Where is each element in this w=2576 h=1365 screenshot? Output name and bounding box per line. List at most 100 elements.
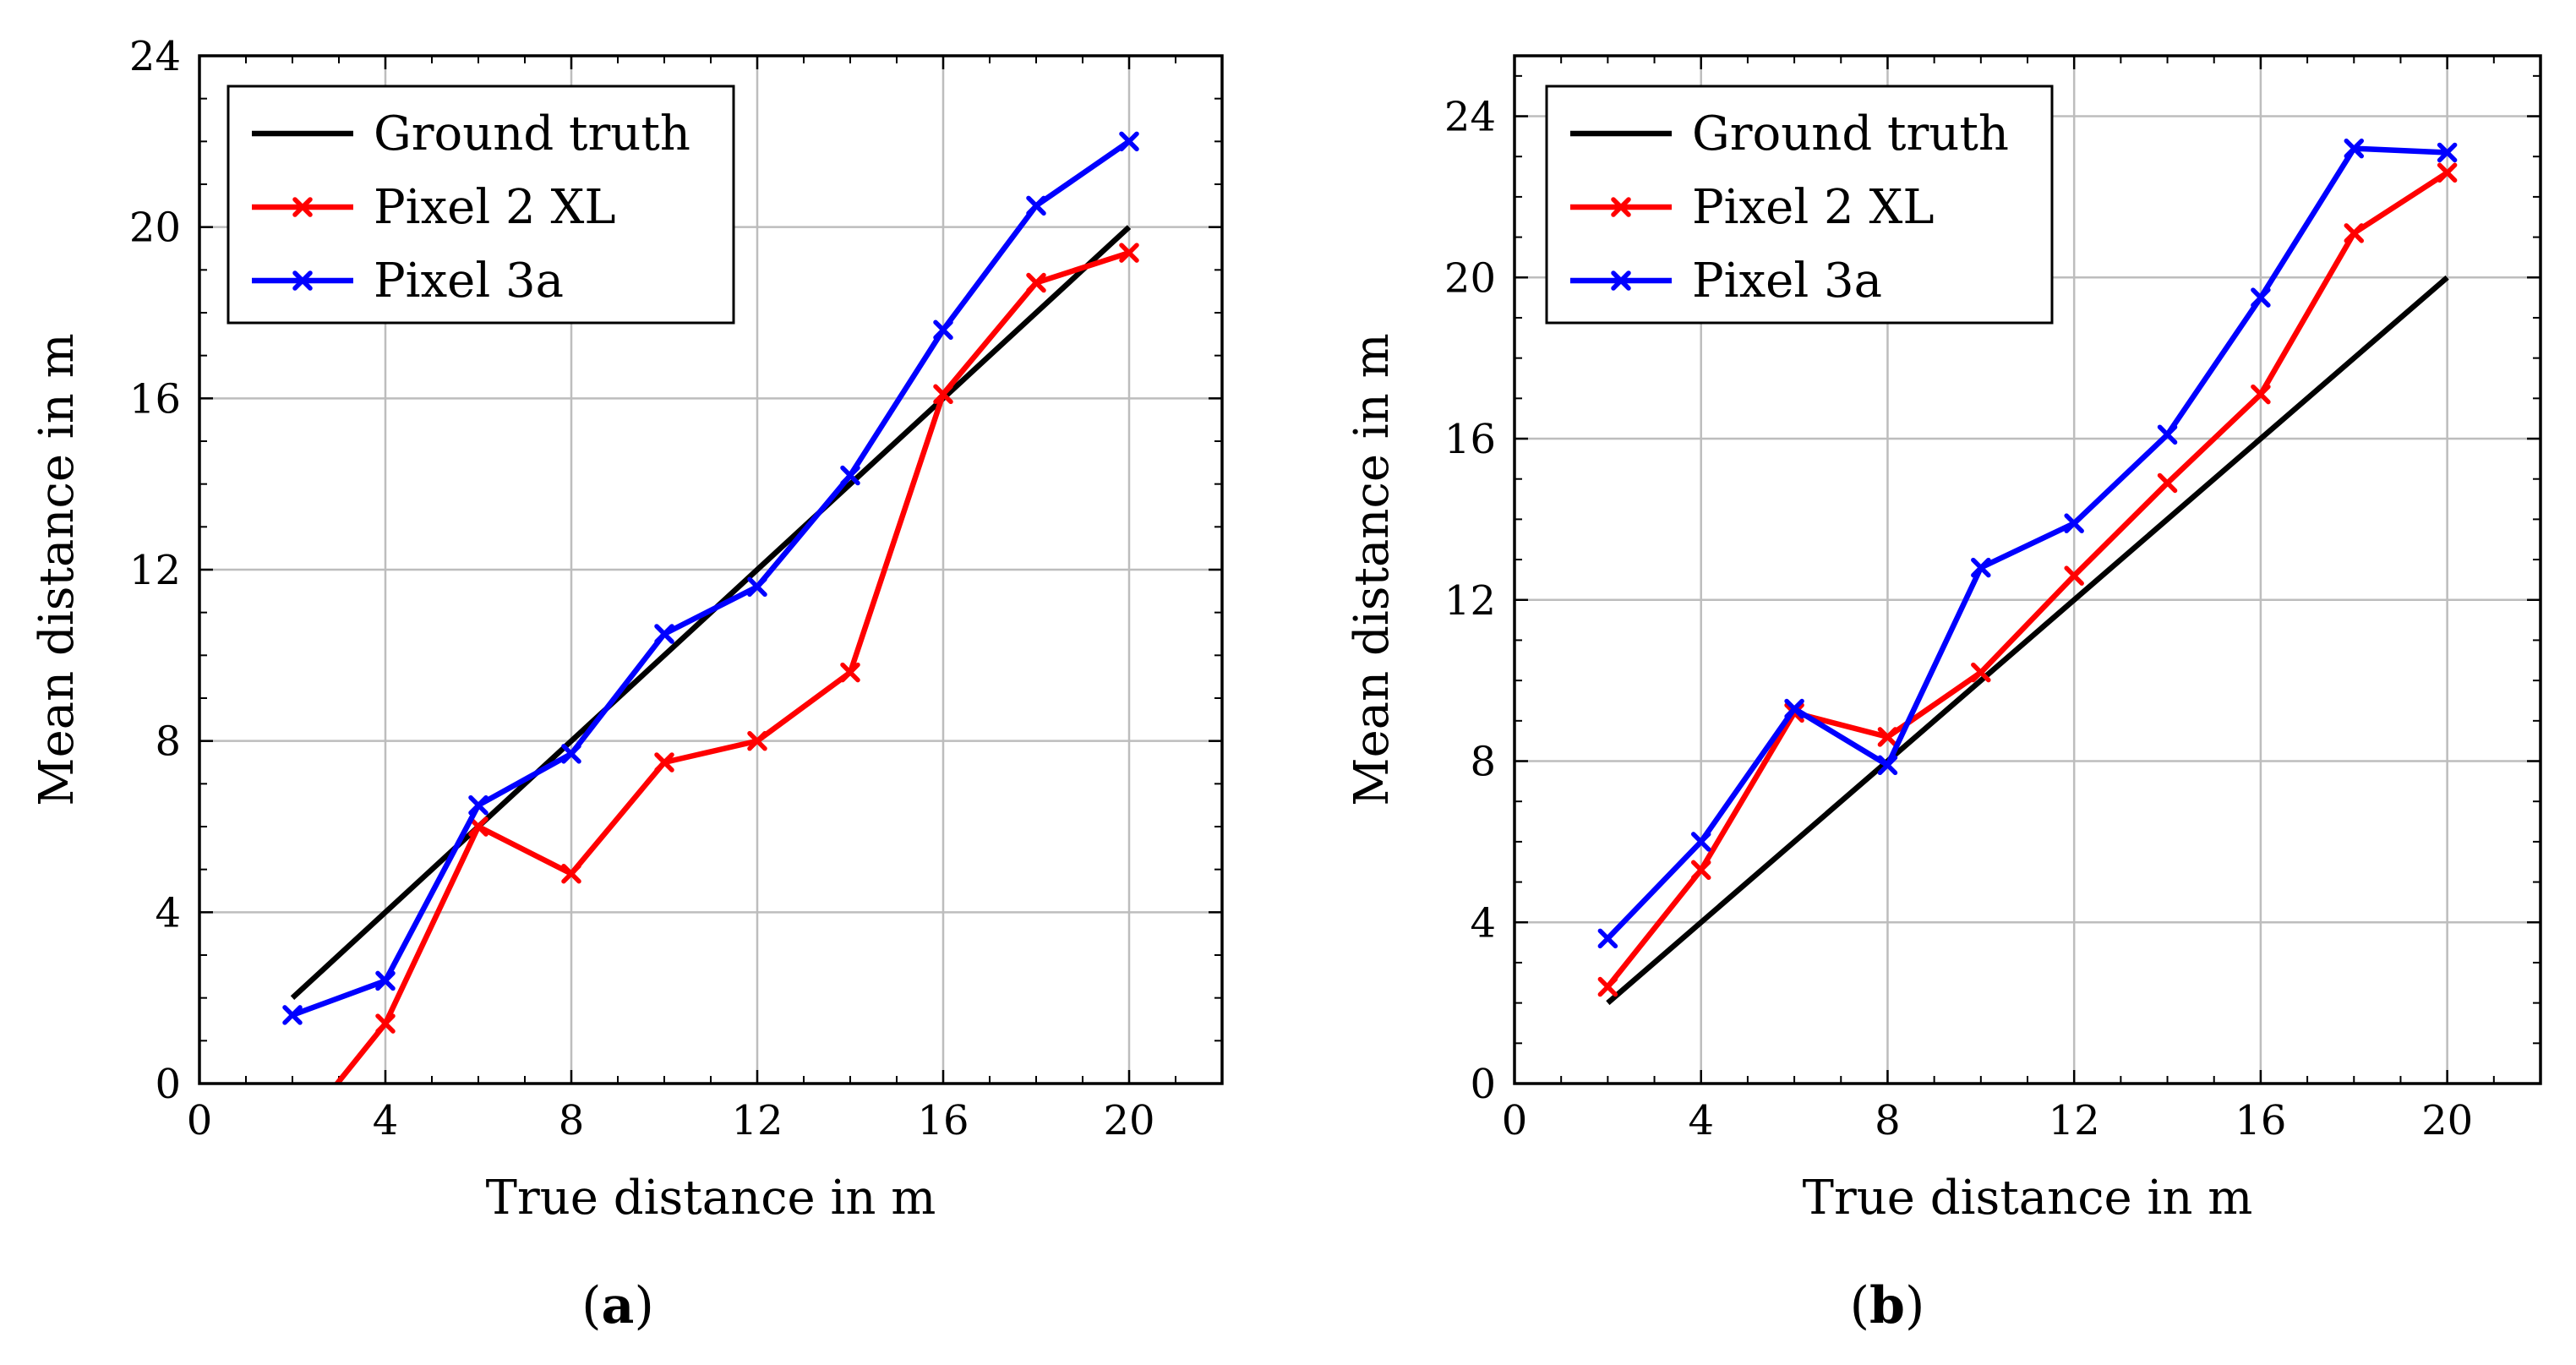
chart-b-y-tick-label: 16 [1444, 416, 1496, 463]
chart-a-legend: Ground truth Pixel 2 XL Pixel 3a [226, 85, 735, 325]
chart-b-series-pixel-3a-point [2157, 424, 2178, 445]
chart-a-legend-marker [292, 270, 313, 291]
chart-b-legend-entry: Pixel 2 XL [1570, 180, 1935, 235]
chart-a-series-pixel-2-xl-point [747, 730, 767, 751]
chart-a-legend-entry: Ground truth [252, 106, 690, 161]
chart-b-legend-marker [1611, 270, 1631, 291]
chart-b-series-pixel-3a [1597, 138, 2458, 949]
chart-a-series-pixel-3a-line [291, 139, 1131, 1018]
chart-b-series-pixel-3a-point [2437, 142, 2458, 163]
chart-b-series-pixel-3a-point [1971, 557, 1991, 578]
chart-a-legend-label: Pixel 3a [374, 254, 564, 308]
chart-b-y-tick-label: 24 [1444, 94, 1496, 141]
chart-a-legend-entry: Pixel 3a [252, 254, 564, 308]
chart-b-caption: (b) [1849, 1276, 1925, 1335]
chart-a-series-pixel-3a-point [654, 624, 674, 644]
chart-a-x-tick-label: 20 [1103, 1097, 1154, 1144]
chart-a-legend-entry: Pixel 2 XL [252, 180, 616, 235]
chart-b-series-pixel-3a-line [1606, 145, 2448, 941]
chart-b-axes-frame [1513, 54, 2542, 1085]
chart-a-series-pixel-3a-point [282, 1005, 303, 1025]
chart-a-legend-label: Pixel 2 XL [374, 180, 616, 235]
chart-b-plot: 0 4 8 12 16 20 0 4 8 12 16 20 24 True distance in m Me… [1345, 54, 2542, 1226]
chart-b-series-pixel-2-xl-point [2344, 223, 2365, 243]
chart-b-legend-label: Pixel 2 XL [1692, 180, 1935, 235]
chart-a-series-pixel-3a-point [1026, 195, 1046, 216]
chart-a-series-pixel-2-xl [285, 243, 1139, 1147]
chart-a-caption-label: a [601, 1276, 635, 1335]
chart-b-series-pixel-2-xl-line [1605, 170, 2449, 989]
chart-b-series-pixel-3a-point [1597, 928, 1618, 949]
chart-a-x-tick-label: 12 [731, 1097, 783, 1144]
chart-b-x-tick-label: 4 [1688, 1097, 1714, 1144]
chart-b-series-pixel-3a-point [1784, 698, 1804, 719]
chart-a-series-pixel-3a-point [933, 319, 953, 341]
chart-b-x-axis-label: True distance in m [1803, 1171, 2253, 1226]
chart-b-x-tick-label: 12 [2049, 1097, 2100, 1144]
chart-a-legend-label: Ground truth [374, 106, 690, 161]
chart-b: 0 4 8 12 16 20 0 4 8 12 16 20 24 True distance in m Me… [1288, 0, 2576, 1365]
chart-a-series-pixel-2-xl-point [933, 384, 953, 405]
chart-b-y-tick-label: 12 [1444, 577, 1496, 625]
chart-a-caption: (a) [581, 1276, 654, 1335]
chart-a-x-tick-label: 4 [373, 1097, 399, 1144]
chart-a-series-pixel-2-xl-point [285, 1132, 300, 1147]
chart-a-y-tick-label: 16 [129, 375, 181, 423]
chart-b-series-pixel-2-xl-point [1690, 860, 1711, 881]
chart-b-series-ground-truth-line [1606, 275, 2449, 1006]
chart-a-y-tick-label: 0 [155, 1061, 181, 1108]
chart-b-y-tick-label: 8 [1470, 739, 1496, 786]
chart-b-y-tick-label: 0 [1470, 1061, 1496, 1108]
chart-a-x-axis-label: True distance in m [486, 1171, 936, 1226]
chart-b-legend-label: Pixel 3a [1692, 254, 1882, 308]
chart-b-series-pixel-3a-point [1877, 755, 1898, 776]
chart-a-series-pixel-3a-point [747, 576, 767, 598]
chart-b-series-pixel-2-xl-point [1597, 976, 1618, 997]
chart-b-series-pixel-3a-point [1690, 832, 1711, 852]
chart-b-x-tick-label: 16 [2235, 1097, 2286, 1144]
chart-b-y-axis-label: Mean distance in m [1345, 333, 1400, 805]
chart-b-y-tick-label: 20 [1444, 254, 1496, 302]
chart-a-series-pixel-3a [282, 131, 1139, 1025]
chart-b-caption-label: b [1869, 1276, 1905, 1335]
chart-b-series-pixel-2-xl-point [2251, 384, 2271, 405]
chart-b-series-pixel-3a-point [2251, 287, 2271, 308]
chart-b-series-pixel-2-xl-point [2157, 472, 2178, 494]
chart-a-series-pixel-2-xl-point [840, 662, 860, 683]
chart-a-y-tick-label: 4 [155, 889, 181, 936]
chart-a-y-tick-label: 24 [129, 33, 181, 80]
chart-a-series-pixel-2-xl-line [333, 249, 1130, 1084]
chart-a-y-axis-label: Mean distance in m [30, 333, 85, 805]
chart-b-legend-marker [1611, 197, 1631, 217]
chart-b-x-tick-label: 8 [1875, 1097, 1901, 1144]
chart-b-legend-label: Ground truth [1692, 106, 2009, 161]
chart-a-series-pixel-2-xl-point [375, 1013, 396, 1034]
chart-a-series-pixel-3a-point [468, 794, 488, 816]
chart-a-series-pixel-2-xl-point [468, 816, 488, 837]
chart-b-legend-entry: Pixel 3a [1570, 254, 1882, 308]
chart-b-series-pixel-2-xl-point [1971, 662, 1991, 683]
chart-b-series-pixel-3a-point [2344, 138, 2365, 159]
chart-b-series-pixel-2-xl-point [2437, 162, 2458, 183]
chart-a-y-tick-label: 20 [129, 205, 181, 252]
chart-a-x-tick-label: 16 [917, 1097, 969, 1144]
chart-a-series-pixel-2-xl-point [654, 752, 674, 773]
chart-a: 0 4 8 12 16 20 0 4 8 12 16 20 24 True distance in m Me… [30, 33, 1224, 1335]
chart-b-x-tick-label: 0 [1502, 1097, 1528, 1144]
chart-a-y-tick-label: 12 [129, 547, 181, 594]
chart-b-legend-entry: Ground truth [1570, 106, 2009, 161]
chart-a-legend-marker [292, 197, 313, 217]
chart-b-y-tick-label: 4 [1470, 899, 1496, 947]
chart-b-x-tick-label: 20 [2421, 1097, 2473, 1144]
chart-a-series-pixel-2-xl-point [1026, 272, 1046, 293]
chart-b-series-pixel-2-xl [1597, 162, 2458, 997]
chart-b-series-ground-truth [1606, 275, 2449, 1006]
chart-a-x-tick-label: 8 [559, 1097, 585, 1144]
chart-a-axes-frame [198, 54, 1224, 1085]
chart-a-series-pixel-2-xl-point [1119, 243, 1139, 263]
chart-a-series-pixel-3a-point [561, 744, 581, 764]
chart-a-y-tick-label: 8 [155, 718, 181, 766]
chart-b-series-pixel-2-xl-point [1877, 727, 1898, 747]
chart-a-series-pixel-2-xl-point [561, 863, 581, 884]
chart-a-series-pixel-3a-point [1119, 131, 1139, 152]
